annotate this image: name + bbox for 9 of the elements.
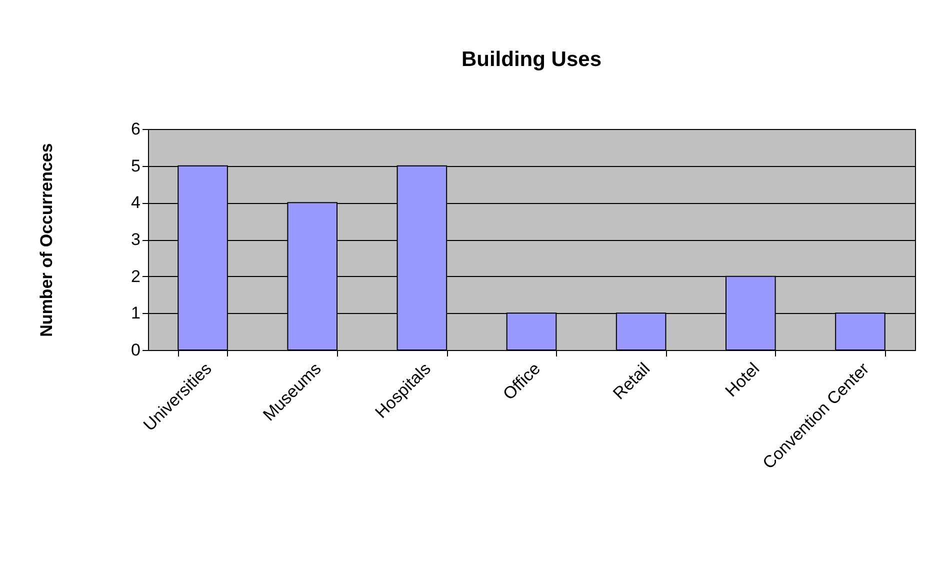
chart-title: Building Uses [461, 48, 602, 71]
y-tick-label: 1 [131, 304, 140, 323]
y-tick-label: 4 [131, 193, 140, 212]
y-tick-label: 5 [131, 156, 140, 176]
y-tick-label: 0 [131, 340, 140, 360]
y-tick-label: 6 [131, 120, 140, 138]
y-tick-label: 3 [131, 230, 140, 249]
y-tick-label: 2 [131, 266, 140, 286]
y-axis-title: Number of Occurrences [37, 143, 56, 337]
